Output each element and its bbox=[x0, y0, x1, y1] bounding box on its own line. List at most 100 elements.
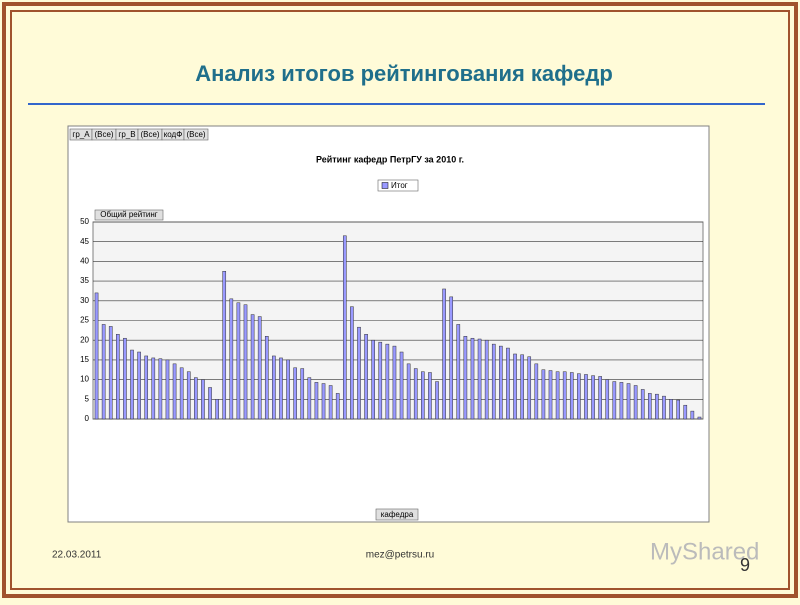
y-tick-label: 10 bbox=[80, 375, 89, 384]
bar bbox=[186, 371, 191, 420]
bar bbox=[619, 382, 624, 420]
bar bbox=[229, 298, 234, 420]
bar bbox=[548, 370, 553, 420]
bar bbox=[137, 351, 141, 420]
bar bbox=[413, 368, 418, 420]
y-tick-label: 15 bbox=[80, 355, 89, 364]
bar bbox=[655, 393, 659, 420]
filter-value: (Все) bbox=[140, 130, 159, 139]
bar bbox=[506, 347, 510, 420]
bar bbox=[399, 351, 404, 420]
bar bbox=[286, 359, 290, 420]
filter-button bbox=[183, 128, 209, 141]
legend-box bbox=[377, 179, 419, 192]
watermark: MyShared bbox=[650, 538, 759, 565]
bar bbox=[293, 367, 297, 420]
y-tick-label: 20 bbox=[80, 335, 89, 344]
bar bbox=[484, 339, 489, 420]
bar bbox=[520, 354, 524, 420]
bar bbox=[215, 399, 219, 420]
bar bbox=[158, 358, 163, 420]
bar bbox=[123, 337, 127, 420]
bar bbox=[477, 338, 482, 420]
bar bbox=[179, 367, 184, 420]
bar bbox=[321, 383, 326, 420]
bar bbox=[172, 363, 177, 420]
bar bbox=[669, 399, 673, 420]
bar bbox=[633, 385, 638, 420]
border-inner bbox=[10, 10, 790, 590]
bar bbox=[328, 385, 333, 420]
bar bbox=[428, 372, 432, 420]
bar bbox=[584, 374, 588, 420]
bar bbox=[335, 393, 340, 420]
bar bbox=[364, 334, 368, 420]
bar bbox=[116, 334, 120, 420]
bar bbox=[647, 393, 652, 420]
bar bbox=[201, 379, 205, 420]
bar bbox=[612, 381, 617, 420]
y-tick-label: 50 bbox=[80, 217, 89, 226]
x-axis-label: кафедра bbox=[381, 510, 414, 519]
bar bbox=[527, 356, 532, 420]
bar bbox=[314, 382, 319, 420]
bar bbox=[264, 336, 269, 420]
chart-title: Рейтинг кафедр ПетрГУ за 2010 г. bbox=[316, 154, 464, 164]
filter-name: гр_А bbox=[72, 130, 90, 139]
bar bbox=[562, 371, 567, 420]
bar bbox=[208, 387, 212, 420]
bar bbox=[371, 339, 375, 420]
bar bbox=[662, 395, 666, 420]
bar bbox=[456, 324, 461, 420]
bar bbox=[690, 410, 695, 420]
bar bbox=[421, 371, 425, 420]
filter-name: гр_В bbox=[118, 130, 135, 139]
bar bbox=[279, 357, 283, 420]
bar bbox=[101, 324, 106, 420]
bar bbox=[569, 372, 574, 420]
bar bbox=[194, 377, 198, 420]
bar bbox=[222, 271, 227, 420]
bar bbox=[392, 345, 397, 420]
filter-value: (Все) bbox=[94, 130, 113, 139]
bar bbox=[683, 404, 688, 420]
bar bbox=[94, 292, 99, 420]
bar bbox=[499, 345, 503, 420]
bar bbox=[470, 337, 475, 420]
date: 22.03.2011 bbox=[52, 550, 102, 561]
y-tick-label: 40 bbox=[80, 257, 89, 266]
bar bbox=[357, 326, 361, 420]
bar bbox=[463, 336, 468, 420]
legend-label: Итог bbox=[391, 181, 408, 190]
y-tick-label: 45 bbox=[80, 237, 89, 246]
filter-name: кодФ bbox=[164, 130, 183, 139]
y-axis-label: Общий рейтинг bbox=[100, 210, 157, 219]
bar bbox=[598, 376, 602, 420]
bar bbox=[605, 379, 610, 420]
slide-title: Анализ итогов рейтингования кафедр bbox=[195, 61, 613, 86]
bar bbox=[307, 377, 312, 420]
bar bbox=[449, 296, 454, 420]
bar bbox=[272, 355, 276, 420]
bar bbox=[300, 368, 305, 420]
y-tick-label: 0 bbox=[85, 414, 90, 423]
bar bbox=[385, 343, 390, 420]
bar bbox=[626, 383, 631, 420]
bar bbox=[378, 341, 383, 420]
bar bbox=[108, 326, 113, 420]
bar bbox=[151, 357, 156, 420]
bar bbox=[236, 302, 241, 420]
filter-value: (Все) bbox=[186, 130, 205, 139]
bar bbox=[697, 416, 702, 420]
bar bbox=[144, 355, 149, 420]
bar bbox=[541, 369, 546, 420]
y-tick-label: 25 bbox=[80, 316, 89, 325]
y-tick-label: 30 bbox=[80, 296, 89, 305]
bar bbox=[442, 288, 446, 420]
bar bbox=[257, 316, 262, 420]
email: mez@petrsu.ru bbox=[366, 550, 435, 561]
y-label-button bbox=[94, 209, 164, 221]
